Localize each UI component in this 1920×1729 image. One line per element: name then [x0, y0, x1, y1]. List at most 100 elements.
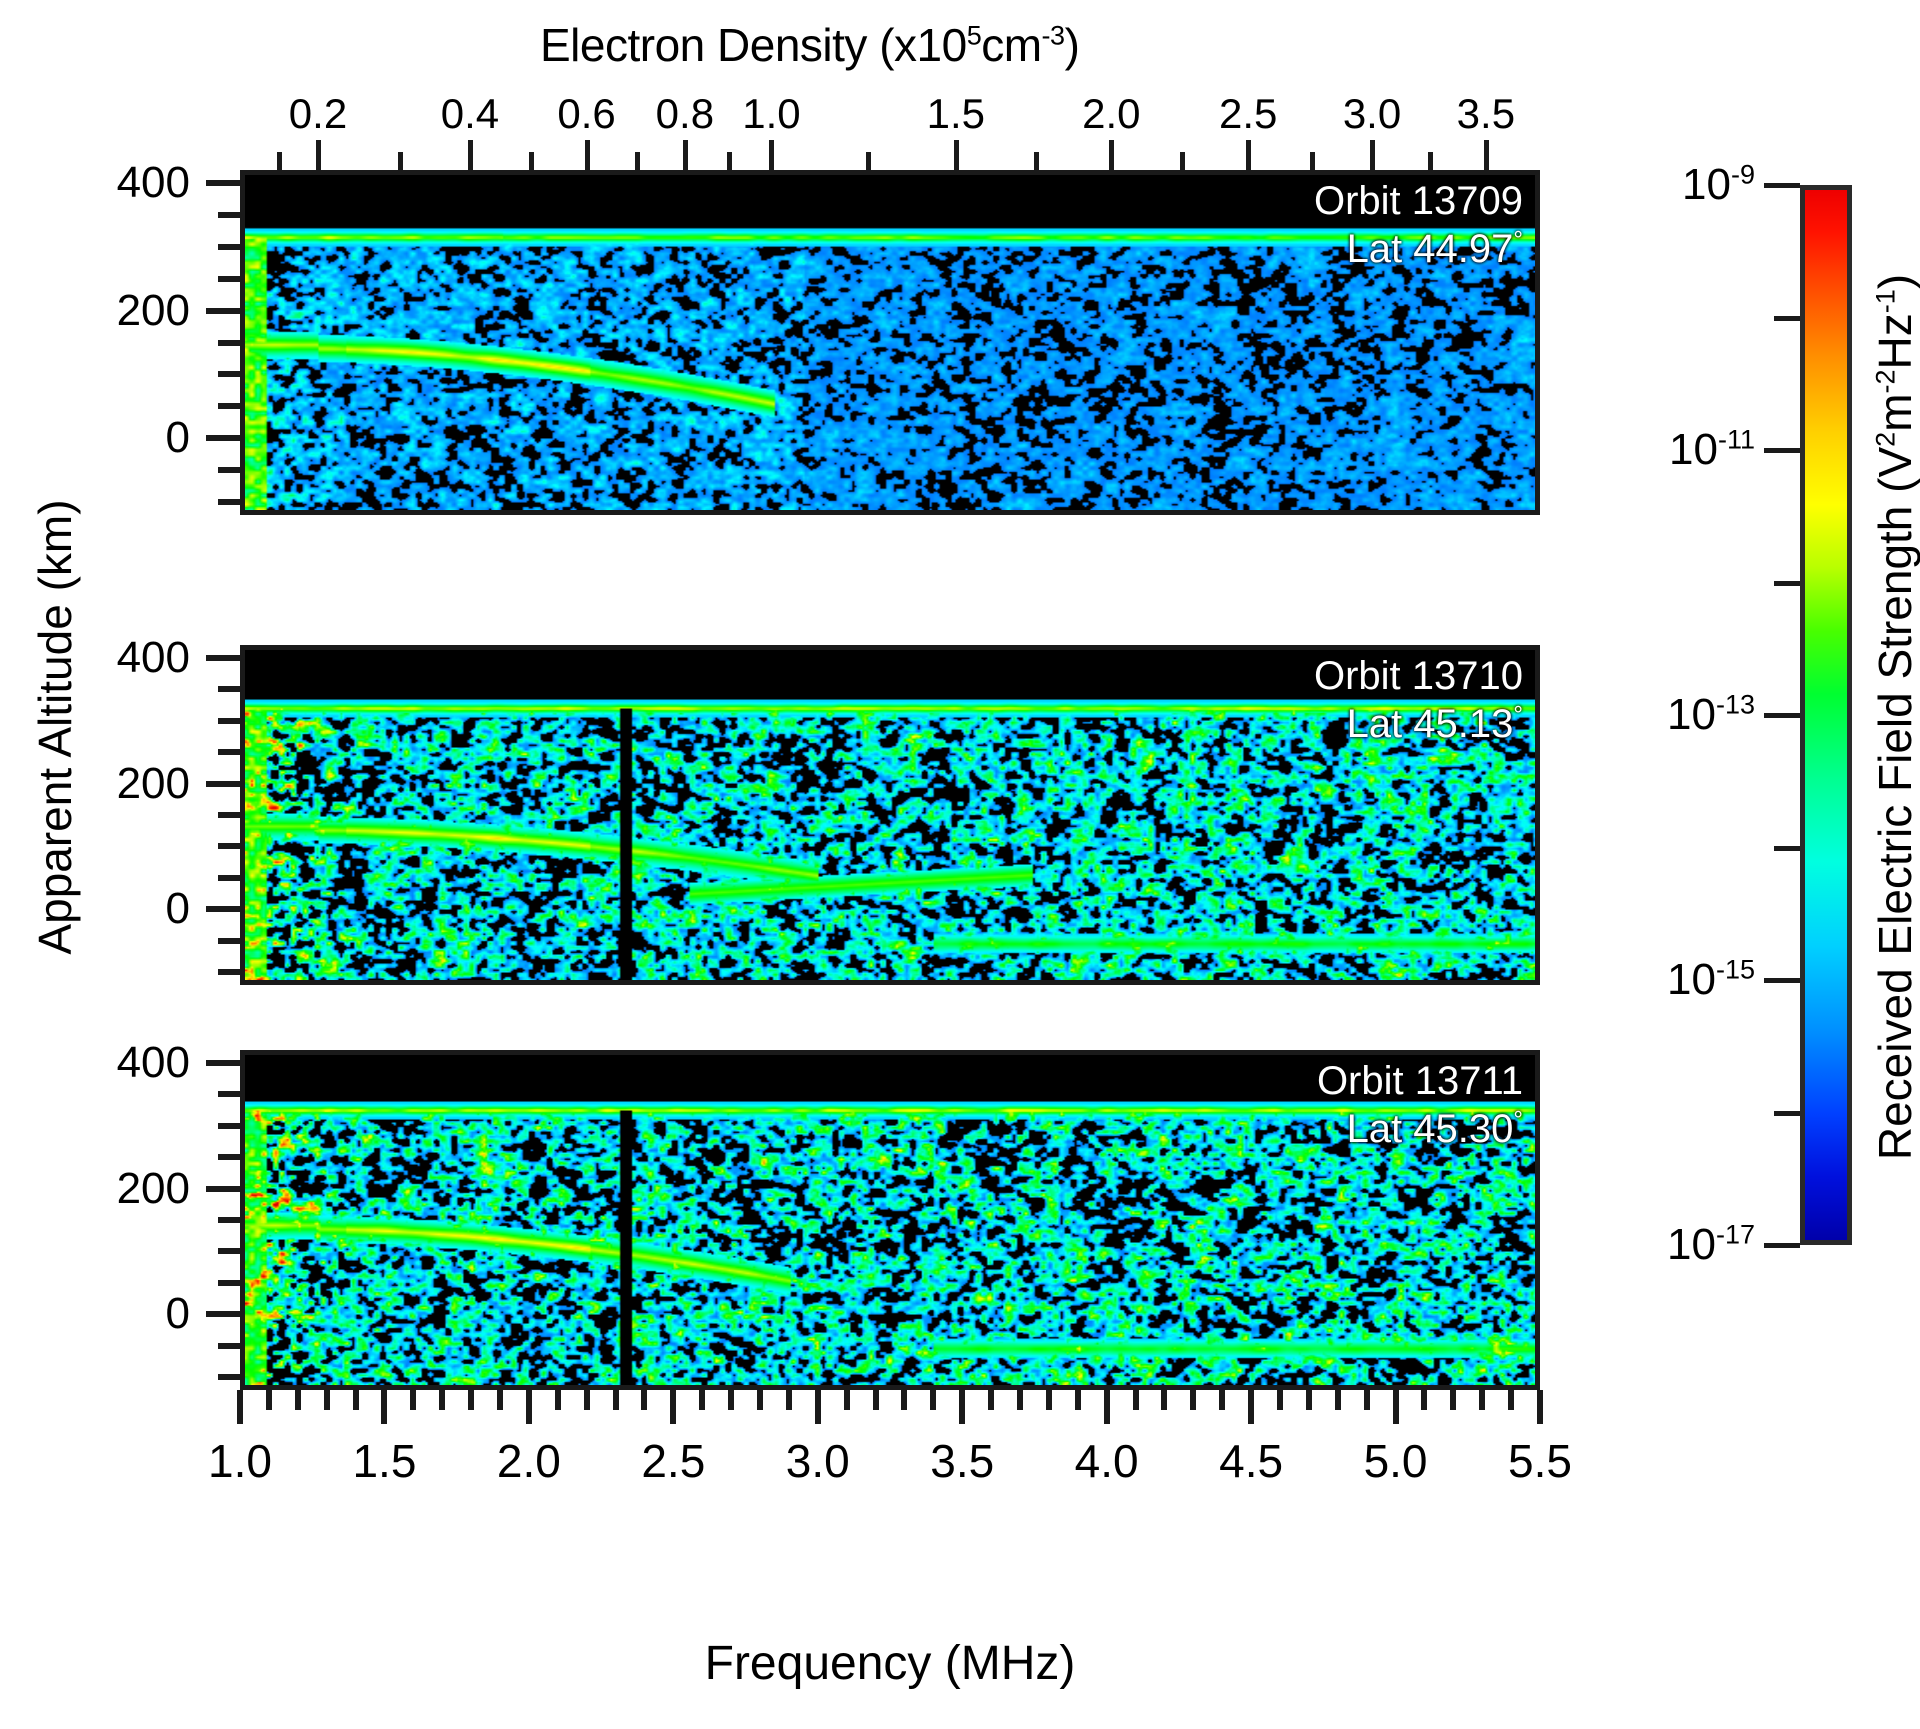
y-tick-label: 400 — [116, 632, 190, 682]
density-tick-minor — [277, 152, 283, 172]
density-tick-minor — [727, 152, 733, 172]
x-tick-minor — [612, 1390, 619, 1410]
density-tick-major — [953, 140, 959, 172]
ionogram-image-1 — [245, 175, 1535, 510]
ionogram-panel-1[interactable]: Orbit 13709 Lat 44.97° — [240, 170, 1540, 515]
x-tick-minor — [1363, 1390, 1370, 1410]
x-tick-minor — [1161, 1390, 1168, 1410]
x-tick-label: 4.5 — [1219, 1435, 1284, 1487]
y-tick-minor — [218, 1279, 240, 1286]
y-tick-label: 200 — [116, 285, 190, 335]
x-tick-minor — [583, 1390, 590, 1410]
x-tick-label: 4.0 — [1074, 1435, 1139, 1487]
y-tick-major — [206, 654, 240, 661]
y-tick-minor — [218, 749, 240, 756]
y-tick-major — [206, 307, 240, 314]
y-tick-minor — [218, 1154, 240, 1161]
top-axis-title-main: Electron Density (x10 — [540, 19, 967, 71]
density-tick-major — [584, 140, 590, 172]
x-tick-minor — [410, 1390, 417, 1410]
x-tick-minor — [1508, 1390, 1515, 1410]
x-tick-minor — [1190, 1390, 1197, 1410]
x-tick-minor — [1334, 1390, 1341, 1410]
y-tick-minor — [218, 843, 240, 850]
y-tick-major — [206, 435, 240, 442]
panel-3-orbit-label: Orbit 13711 — [1316, 1059, 1523, 1103]
density-tick-label: 3.5 — [1456, 90, 1516, 137]
y-tick-label: 400 — [116, 1037, 190, 1087]
x-tick-minor — [872, 1390, 879, 1410]
x-tick-minor — [1305, 1390, 1312, 1410]
density-tick-minor — [1309, 152, 1315, 172]
y-tick-minor — [218, 686, 240, 693]
x-tick-label: 5.0 — [1363, 1435, 1428, 1487]
y-tick-minor — [218, 403, 240, 410]
top-axis-title-exponent: 5 — [966, 20, 982, 51]
x-tick-minor — [1479, 1390, 1486, 1410]
colorbar-tick-label: 10-9 — [1682, 159, 1755, 209]
density-tick-label: 1.5 — [926, 90, 986, 137]
colorbar-tick-major — [1764, 448, 1800, 453]
colorbar-tick-minor — [1774, 315, 1800, 321]
x-tick-minor — [1421, 1390, 1428, 1410]
density-tick-minor — [1428, 152, 1434, 172]
x-tick-major — [525, 1390, 532, 1424]
density-tick-major — [1109, 140, 1115, 172]
y-tick-minor — [218, 969, 240, 976]
density-tick-minor — [635, 152, 641, 172]
y-tick-minor — [218, 1217, 240, 1223]
ionogram-image-2 — [245, 650, 1535, 980]
x-tick-minor — [1132, 1390, 1139, 1410]
colorbar-tick-major — [1764, 713, 1800, 718]
density-tick-label: 0.8 — [655, 90, 715, 137]
density-tick-minor — [529, 152, 535, 172]
x-tick-minor — [352, 1390, 359, 1410]
density-tick-major — [769, 140, 775, 172]
panel-2-orbit-label: Orbit 13710 — [1313, 654, 1523, 698]
density-tick-label: 3.0 — [1342, 90, 1402, 137]
panel-3-latitude-label: Lat 45.30° — [1346, 1106, 1523, 1151]
y-tick-minor — [218, 937, 240, 944]
density-tick-major — [315, 140, 321, 172]
top-axis-title-unit: cm — [981, 19, 1042, 71]
ionogram-panel-3[interactable]: Orbit 13711 Lat 45.30° — [240, 1050, 1540, 1390]
y-tick-major — [206, 179, 240, 186]
x-tick-major — [381, 1390, 388, 1424]
panel-2-latitude-label: Lat 45.13° — [1346, 701, 1523, 746]
x-axis-title: Frequency (MHz) — [704, 1637, 1076, 1690]
colorbar-tick-label: 10-17 — [1667, 1219, 1755, 1269]
x-tick-label: 1.5 — [352, 1435, 417, 1487]
y-tick-minor — [218, 339, 240, 346]
top-axis-title-exponent2: -3 — [1041, 20, 1066, 51]
x-tick-minor — [1074, 1390, 1081, 1410]
x-tick-label: 5.5 — [1508, 1435, 1572, 1487]
y-tick-minor — [218, 812, 240, 818]
y-tick-minor — [218, 243, 240, 250]
y-tick-major — [206, 1185, 240, 1192]
x-tick-minor — [988, 1390, 995, 1410]
x-tick-minor — [757, 1390, 763, 1410]
density-tick-minor — [1179, 152, 1185, 172]
x-tick-label: 1.0 — [208, 1435, 272, 1487]
density-tick-major — [1246, 140, 1252, 172]
y-tick-minor — [218, 499, 240, 506]
x-tick-minor — [554, 1390, 561, 1410]
colorbar-title: Received Electric Field Strength (V2m-2H… — [1869, 273, 1920, 1161]
density-tick-label: 0.4 — [440, 90, 500, 137]
x-tick-minor — [1450, 1390, 1457, 1410]
x-tick-minor — [294, 1390, 301, 1410]
top-axis-title-close: ) — [1064, 19, 1080, 71]
x-tick-major — [1537, 1390, 1543, 1424]
density-tick-minor — [1034, 152, 1040, 172]
density-tick-major — [1483, 140, 1489, 172]
ionogram-panel-2[interactable]: Orbit 13710 Lat 45.13° — [240, 645, 1540, 985]
y-tick-label: 200 — [116, 758, 190, 808]
x-tick-label: 3.5 — [930, 1435, 995, 1487]
x-tick-minor — [439, 1390, 446, 1410]
y-tick-minor — [218, 1122, 240, 1129]
colorbar[interactable] — [1800, 185, 1852, 1245]
y-tick-major — [206, 1311, 240, 1318]
x-tick-major — [1103, 1390, 1110, 1424]
density-tick-major — [1370, 140, 1376, 172]
